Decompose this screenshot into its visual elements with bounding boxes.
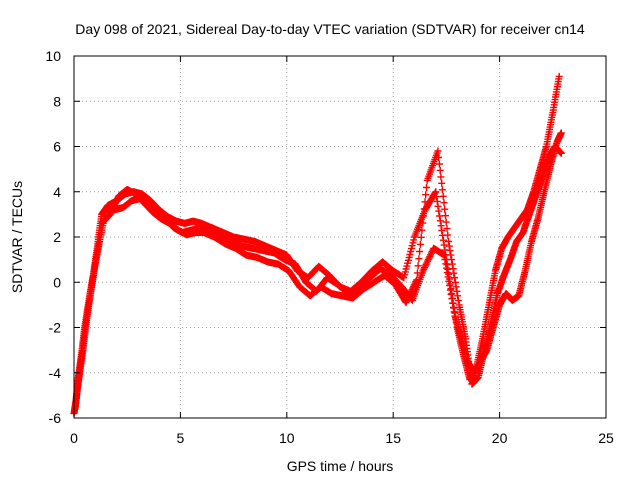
- data-point: [422, 261, 430, 268]
- data-point: [420, 205, 428, 213]
- y-axis-label: SDTVAR / TECUs: [9, 181, 25, 293]
- data-point: [412, 278, 420, 286]
- data-point: [419, 212, 427, 220]
- data-point: [414, 262, 422, 270]
- y-tick-label: -2: [49, 320, 62, 336]
- data-point: [408, 286, 416, 294]
- data-point: [447, 290, 455, 298]
- y-tick-label: 4: [53, 184, 61, 200]
- data-point: [443, 225, 451, 233]
- data-point: [413, 269, 421, 277]
- data-point: [441, 256, 449, 263]
- y-tick-label: 2: [53, 229, 61, 245]
- data-point: [407, 289, 414, 297]
- data-point: [444, 231, 452, 239]
- data-point: [416, 240, 424, 248]
- x-axis-label: GPS time / hours: [287, 458, 394, 474]
- data-point: [435, 160, 443, 168]
- data-point: [415, 255, 423, 263]
- data-point: [436, 217, 444, 225]
- data-point: [419, 267, 427, 275]
- data-point: [409, 284, 417, 292]
- data-point: [418, 226, 426, 234]
- data-point: [413, 276, 421, 284]
- data-point: [441, 205, 449, 213]
- data-point: [445, 238, 452, 245]
- data-point: [439, 192, 447, 200]
- series-track-a: [70, 72, 563, 417]
- series-track-c: [98, 143, 565, 388]
- axis-ticks: [73, 55, 607, 419]
- data-point: [438, 186, 446, 194]
- data-point: [434, 202, 442, 210]
- x-tick-label: 0: [70, 430, 78, 446]
- data-point: [435, 207, 443, 215]
- data-point: [435, 154, 443, 161]
- data-marks: [70, 72, 565, 417]
- data-point: [557, 129, 565, 137]
- data-point: [438, 179, 446, 187]
- data-point: [421, 198, 429, 206]
- data-point: [423, 184, 430, 191]
- data-point: [403, 297, 411, 305]
- x-tick-label: 5: [177, 430, 185, 446]
- data-point: [438, 227, 446, 234]
- y-tick-label: -4: [49, 365, 62, 381]
- y-tick-label: 6: [53, 139, 61, 155]
- data-point: [442, 260, 450, 268]
- data-point: [440, 241, 448, 249]
- data-point: [446, 247, 454, 255]
- data-point: [426, 252, 434, 260]
- data-point: [450, 269, 458, 277]
- data-point: [440, 199, 448, 207]
- data-point: [451, 274, 459, 282]
- data-point: [445, 277, 453, 285]
- grid: [74, 56, 606, 418]
- y-tick-label: -6: [49, 410, 62, 426]
- data-point: [405, 292, 413, 300]
- x-tick-label: 10: [279, 430, 295, 446]
- chart-title: Day 098 of 2021, Sidereal Day-to-day VTE…: [75, 21, 585, 37]
- x-tick-label: 15: [385, 430, 401, 446]
- data-point: [416, 248, 424, 255]
- data-point: [454, 296, 462, 304]
- y-tick-labels: -6 -4 -2 0 2 4 6 8 10: [45, 48, 61, 426]
- x-tick-label: 25: [598, 430, 614, 446]
- data-point: [555, 72, 563, 80]
- data-point: [442, 212, 449, 220]
- data-point: [443, 269, 451, 277]
- data-point: [422, 191, 430, 199]
- data-point: [421, 264, 428, 272]
- data-point: [431, 189, 439, 197]
- data-point: [410, 281, 418, 289]
- data-point: [419, 219, 427, 227]
- data-point: [437, 173, 445, 181]
- data-point: [454, 292, 462, 300]
- y-tick-label: 8: [53, 93, 61, 109]
- y-tick-label: 10: [45, 48, 61, 64]
- data-point: [449, 304, 457, 311]
- data-point: [447, 251, 455, 259]
- data-point: [427, 251, 435, 259]
- data-point: [442, 218, 450, 226]
- data-point: [557, 149, 565, 157]
- data-point: [446, 282, 454, 290]
- y-tick-label: 0: [53, 274, 61, 290]
- x-tick-label: 20: [492, 430, 508, 446]
- data-point: [452, 283, 460, 291]
- data-point: [433, 193, 440, 201]
- data-point: [448, 260, 456, 268]
- x-tick-labels: 0 5 10 15 20 25: [70, 430, 614, 446]
- data-point: [424, 256, 432, 264]
- data-point: [417, 233, 425, 241]
- data-point: [434, 147, 442, 155]
- data-point: [449, 299, 457, 307]
- data-point: [436, 166, 444, 174]
